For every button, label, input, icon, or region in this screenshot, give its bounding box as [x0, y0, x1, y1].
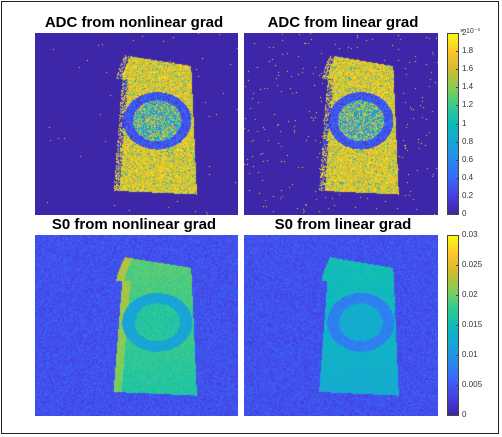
colorbar-tick-label: 0.4: [462, 172, 474, 182]
colorbar-tick-mark: [456, 295, 459, 296]
colorbar-tick-mark: [456, 235, 459, 236]
colorbar-tick-label: 0.01: [462, 350, 478, 359]
colorbar-tick-mark: [456, 105, 459, 107]
colorbar-tick-mark: [456, 51, 459, 53]
s0-linear-image: [244, 235, 438, 416]
colorbar-tick-label: 0: [462, 209, 467, 218]
colorbar-tick-mark: [456, 159, 459, 161]
colorbar-tick-label: 2: [462, 28, 467, 37]
colorbar-tick-mark: [456, 123, 459, 125]
colorbar-tick-label: 0.6: [462, 154, 474, 164]
colorbar-tick-label: 0.02: [462, 290, 478, 299]
panel-title-s0-nonlinear: S0 from nonlinear grad: [51, 216, 217, 233]
colorbar-tick-label: 0.8: [462, 136, 474, 146]
colorbar-tick-mark: [456, 214, 459, 215]
colorbar-tick-label: 1: [462, 118, 467, 128]
panel-title-s0-linear: S0 from linear grad: [274, 216, 412, 233]
colorbar-tick-mark: [456, 355, 459, 356]
adc-nonlinear-image: [35, 33, 238, 215]
s0-nonlinear-image: [35, 235, 238, 416]
colorbar-tick-label: 0.03: [462, 230, 478, 239]
colorbar-tick-label: 0.015: [462, 320, 483, 329]
colorbar-tick-mark: [456, 177, 459, 179]
colorbar-tick-label: 0.005: [462, 380, 483, 389]
colorbar-tick-label: 0.025: [462, 260, 483, 269]
panel-title-adc-nonlinear: ADC from nonlinear grad: [44, 14, 224, 31]
colorbar-tick-label: 1.4: [462, 82, 474, 92]
colorbar-tick-mark: [456, 33, 459, 34]
colorbar-tick-label: 0.2: [462, 190, 474, 200]
colorbar-tick-mark: [456, 141, 459, 143]
colorbar-tick-mark: [456, 415, 459, 416]
colorbar-tick-mark: [456, 385, 459, 386]
colorbar-tick-mark: [456, 87, 459, 89]
adc-linear-image: [244, 33, 438, 215]
colorbar-tick-label: 1.6: [462, 64, 474, 74]
adc-colorbar-exponent: × 10⁻³: [460, 28, 480, 35]
colorbar-tick-mark: [456, 195, 459, 197]
colorbar-tick-mark: [456, 69, 459, 71]
colorbar-tick-mark: [456, 325, 459, 326]
colorbar-tick-mark: [456, 265, 459, 266]
colorbar-tick-label: 1.8: [462, 46, 474, 56]
panel-title-adc-linear: ADC from linear grad: [267, 14, 419, 31]
colorbar-tick-label: 1.2: [462, 100, 474, 110]
colorbar-tick-label: 0: [462, 410, 467, 419]
